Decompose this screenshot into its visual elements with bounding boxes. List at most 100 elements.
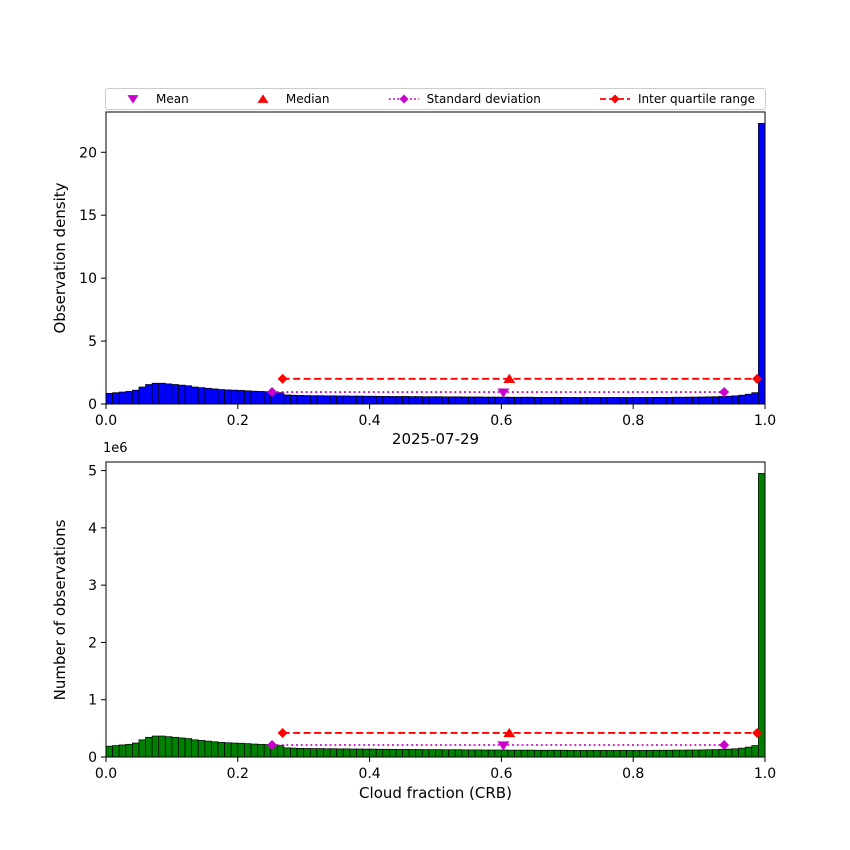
histogram-bar	[369, 395, 377, 405]
histogram-bar	[435, 396, 443, 405]
histogram-bar	[151, 382, 160, 405]
histogram-bar	[250, 390, 258, 405]
y-tick-label: 2	[88, 635, 97, 651]
legend-triangle-down	[127, 95, 139, 104]
histogram-bar	[309, 748, 318, 758]
histogram-bar	[494, 396, 502, 405]
triangle-down-icon	[127, 95, 139, 104]
histogram-bar	[362, 748, 370, 758]
histogram-bar	[369, 748, 377, 758]
histogram-bar	[751, 745, 759, 758]
histogram-bar	[408, 749, 417, 758]
std-diamond	[267, 739, 278, 750]
histogram-bar	[375, 395, 384, 405]
histogram-bar	[613, 750, 621, 758]
y-tick-label: 10	[79, 271, 97, 287]
y-tick-label: 15	[79, 208, 97, 224]
histogram-bar	[145, 736, 153, 758]
histogram-bar	[725, 395, 733, 405]
diamond-dotted-icon	[388, 94, 419, 104]
histogram-bar	[191, 386, 199, 405]
histogram-bar	[731, 748, 739, 758]
histogram-bar	[329, 395, 337, 405]
histogram-bar	[619, 397, 627, 405]
iqr-diamond	[752, 373, 763, 384]
x-tick-label: 0.4	[358, 413, 380, 429]
histogram-bar	[758, 122, 766, 405]
mean-marker	[497, 741, 510, 751]
x-tick-label: 0.2	[227, 766, 249, 782]
histogram-bar	[428, 749, 436, 758]
histogram-bar	[692, 749, 700, 758]
histogram-bars	[105, 122, 766, 405]
histogram-bar	[639, 750, 647, 758]
histogram-bar	[138, 386, 146, 405]
x-axis-ticks: 0.0 0.2 0.4 0.6 0.8 1.0	[95, 404, 776, 429]
histogram-bar	[580, 397, 588, 405]
y-tick-label: 20	[79, 145, 97, 161]
annotations	[267, 727, 763, 751]
median-marker	[503, 727, 516, 738]
annotations	[267, 373, 763, 398]
y-tick-label: 1	[88, 693, 97, 709]
histogram-bar	[606, 397, 614, 405]
histogram-bar	[158, 382, 166, 405]
histogram-bar	[244, 743, 252, 758]
histogram-bar	[593, 750, 601, 758]
histogram-bar	[382, 748, 390, 758]
legend-diamond	[399, 94, 409, 104]
histogram-bar	[112, 392, 120, 405]
histogram-bar	[421, 396, 430, 405]
x-axis-label: Cloud fraction (CRB)	[359, 784, 512, 802]
histogram-bar	[507, 396, 515, 405]
histogram-bar	[652, 749, 660, 758]
histogram-bar	[626, 750, 634, 758]
legend: Mean Median Standard deviation Inter quarti…	[105, 88, 766, 110]
histogram-bar	[672, 396, 680, 405]
histogram-bar	[349, 395, 357, 405]
histogram-bar	[560, 749, 568, 758]
iqr-diamond	[277, 727, 288, 738]
histogram-bar	[461, 396, 469, 405]
axes-frame	[105, 461, 766, 758]
legend-label: Inter quartile range	[638, 92, 755, 106]
histogram-bar	[204, 740, 212, 758]
histogram-bar	[290, 747, 298, 758]
histogram-bar	[105, 392, 113, 405]
y-tick-label: 5	[88, 334, 97, 350]
bottom-chart: 0.0 0.2 0.4 0.6 0.8 1.0 0 1 2 3 4 5	[88, 461, 776, 782]
histogram-bar	[599, 750, 608, 758]
legend-item: Mean	[116, 92, 189, 106]
histogram-bar	[375, 748, 384, 758]
histogram-bar	[698, 749, 707, 758]
histogram-bar	[197, 387, 206, 405]
histogram-bar	[738, 394, 746, 405]
iqr-diamond	[752, 727, 763, 738]
histogram-bar	[685, 749, 693, 758]
histogram-bar	[685, 396, 693, 405]
median-marker	[503, 373, 516, 384]
histogram-bar	[507, 749, 515, 758]
histogram-bar	[751, 392, 759, 405]
diamond-dashed-icon	[600, 94, 631, 104]
histogram-bar	[217, 742, 225, 758]
histogram-bar	[283, 394, 291, 405]
histogram-bar	[290, 394, 298, 405]
histogram-bar	[758, 473, 766, 758]
x-tick-label: 0.4	[358, 766, 380, 782]
histogram-bar	[329, 748, 337, 758]
histogram-bar	[744, 746, 753, 758]
histogram-bar	[342, 395, 351, 405]
histogram-bar	[402, 396, 410, 405]
histogram-bar	[678, 396, 687, 405]
histogram-bar	[164, 736, 173, 758]
histogram-bar	[487, 396, 496, 405]
histogram-bar	[395, 749, 403, 758]
bottom-y-axis-label: Number of observations	[51, 519, 69, 701]
histogram-bar	[652, 396, 660, 405]
y-tick-label: 4	[88, 521, 97, 537]
histogram-bar	[626, 397, 634, 405]
top-chart: 0.0 0.2 0.4 0.6 0.8 1.0 0 5 10 15 20	[79, 111, 776, 429]
histogram-bar	[560, 396, 568, 405]
